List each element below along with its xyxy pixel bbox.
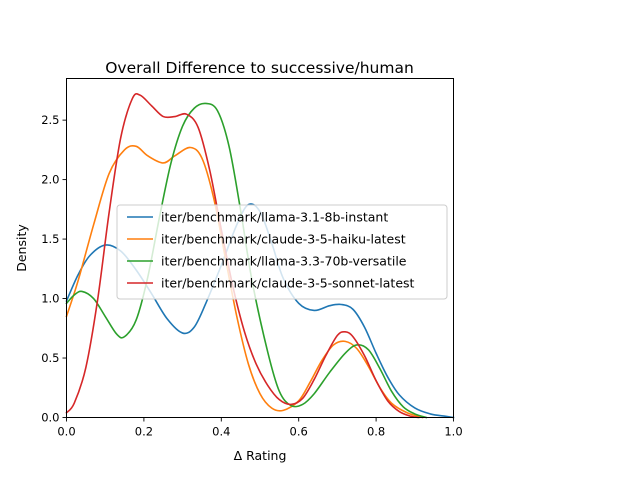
legend-label-2: iter/benchmark/claude-3-5-haiku-latest (161, 232, 406, 247)
series-line-2 (65, 144, 424, 419)
x-tick-label: 0.2 (135, 425, 153, 439)
legend-label-3: iter/benchmark/llama-3.3-70b-versatile (161, 254, 407, 269)
x-tick-label: 0.8 (367, 425, 385, 439)
chart-title: Overall Difference to successive/human (105, 59, 414, 77)
y-axis-label: Density (14, 224, 29, 272)
y-tick-label: 1.5 (41, 232, 59, 246)
x-tick-label: 1.0 (444, 425, 462, 439)
y-tick-label: 2.5 (41, 113, 59, 127)
series-line-3 (65, 102, 428, 419)
x-tick-label: 0.6 (290, 425, 308, 439)
y-tick-label: 0.5 (41, 351, 59, 365)
legend: iter/benchmark/llama-3.1-8b-instant iter/… (116, 204, 448, 300)
y-axis: 0.0 0.5 1.0 1.5 2.0 2.5 (41, 113, 67, 425)
y-tick-label: 1.0 (41, 292, 59, 306)
plot-frame (66, 78, 454, 418)
y-tick-label: 0.0 (41, 411, 59, 425)
x-axis: 0.0 0.2 0.4 0.6 0.8 1.0 (57, 417, 463, 439)
x-tick-label: 0.4 (212, 425, 230, 439)
x-tick-label: 0.0 (57, 425, 75, 439)
x-axis-label: Δ Rating (234, 448, 287, 463)
legend-label-1: iter/benchmark/llama-3.1-8b-instant (161, 210, 388, 225)
legend-box (116, 204, 448, 300)
series-line-4 (65, 93, 420, 419)
legend-label-4: iter/benchmark/claude-3-5-sonnet-latest (161, 276, 415, 291)
y-tick-label: 2.0 (41, 173, 59, 187)
